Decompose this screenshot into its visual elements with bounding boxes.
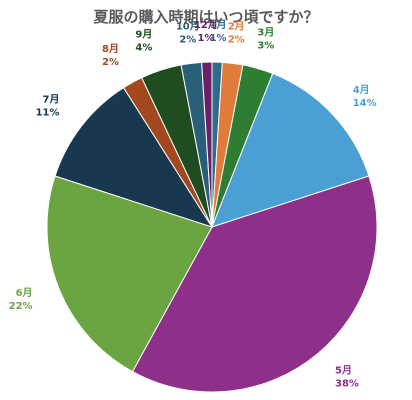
slice-percent-label: 3% [257,41,274,52]
slice-label-1: 2月2% [228,21,245,46]
pie-slice-4 [131,175,378,393]
slice-category-label: 7月 [43,94,60,106]
slice-percent-label: 2% [179,35,196,46]
chart-title: 夏服の購入時期はいつ頃ですか？ [93,8,319,26]
slice-category-label: 1月 [210,19,227,31]
slice-percent-label: 2% [102,57,119,68]
slice-category-label: 8月 [102,43,119,55]
slice-category-label: 2月 [228,21,245,33]
pie-slice-6 [54,86,214,228]
slice-percent-label: 11% [36,108,60,119]
pie-slice-10 [201,61,213,228]
slice-category-label: 3月 [257,27,274,39]
pie-slice-5 [46,175,213,373]
slice-label-7: 8月2% [102,43,119,68]
slice-category-label: 5月 [335,365,352,377]
slice-percent-label: 14% [353,98,377,109]
slice-percent-label: 1% [197,33,214,44]
slice-category-label: 4月 [353,84,370,96]
slice-category-label: 10月 [176,21,200,33]
slice-percent-label: 38% [335,379,359,390]
slice-category-label: 12月 [194,19,218,31]
slice-percent-label: 1% [210,33,227,44]
slice-percent-label: 22% [9,301,33,312]
slice-percent-label: 2% [228,35,245,46]
slice-category-label: 6月 [16,287,33,299]
slice-percent-label: 4% [135,42,152,53]
slice-category-label: 9月 [135,28,152,40]
slice-label-2: 3月3% [257,27,274,52]
slice-label-0: 1月1% [210,19,227,44]
slice-label-8: 9月4% [135,28,152,53]
